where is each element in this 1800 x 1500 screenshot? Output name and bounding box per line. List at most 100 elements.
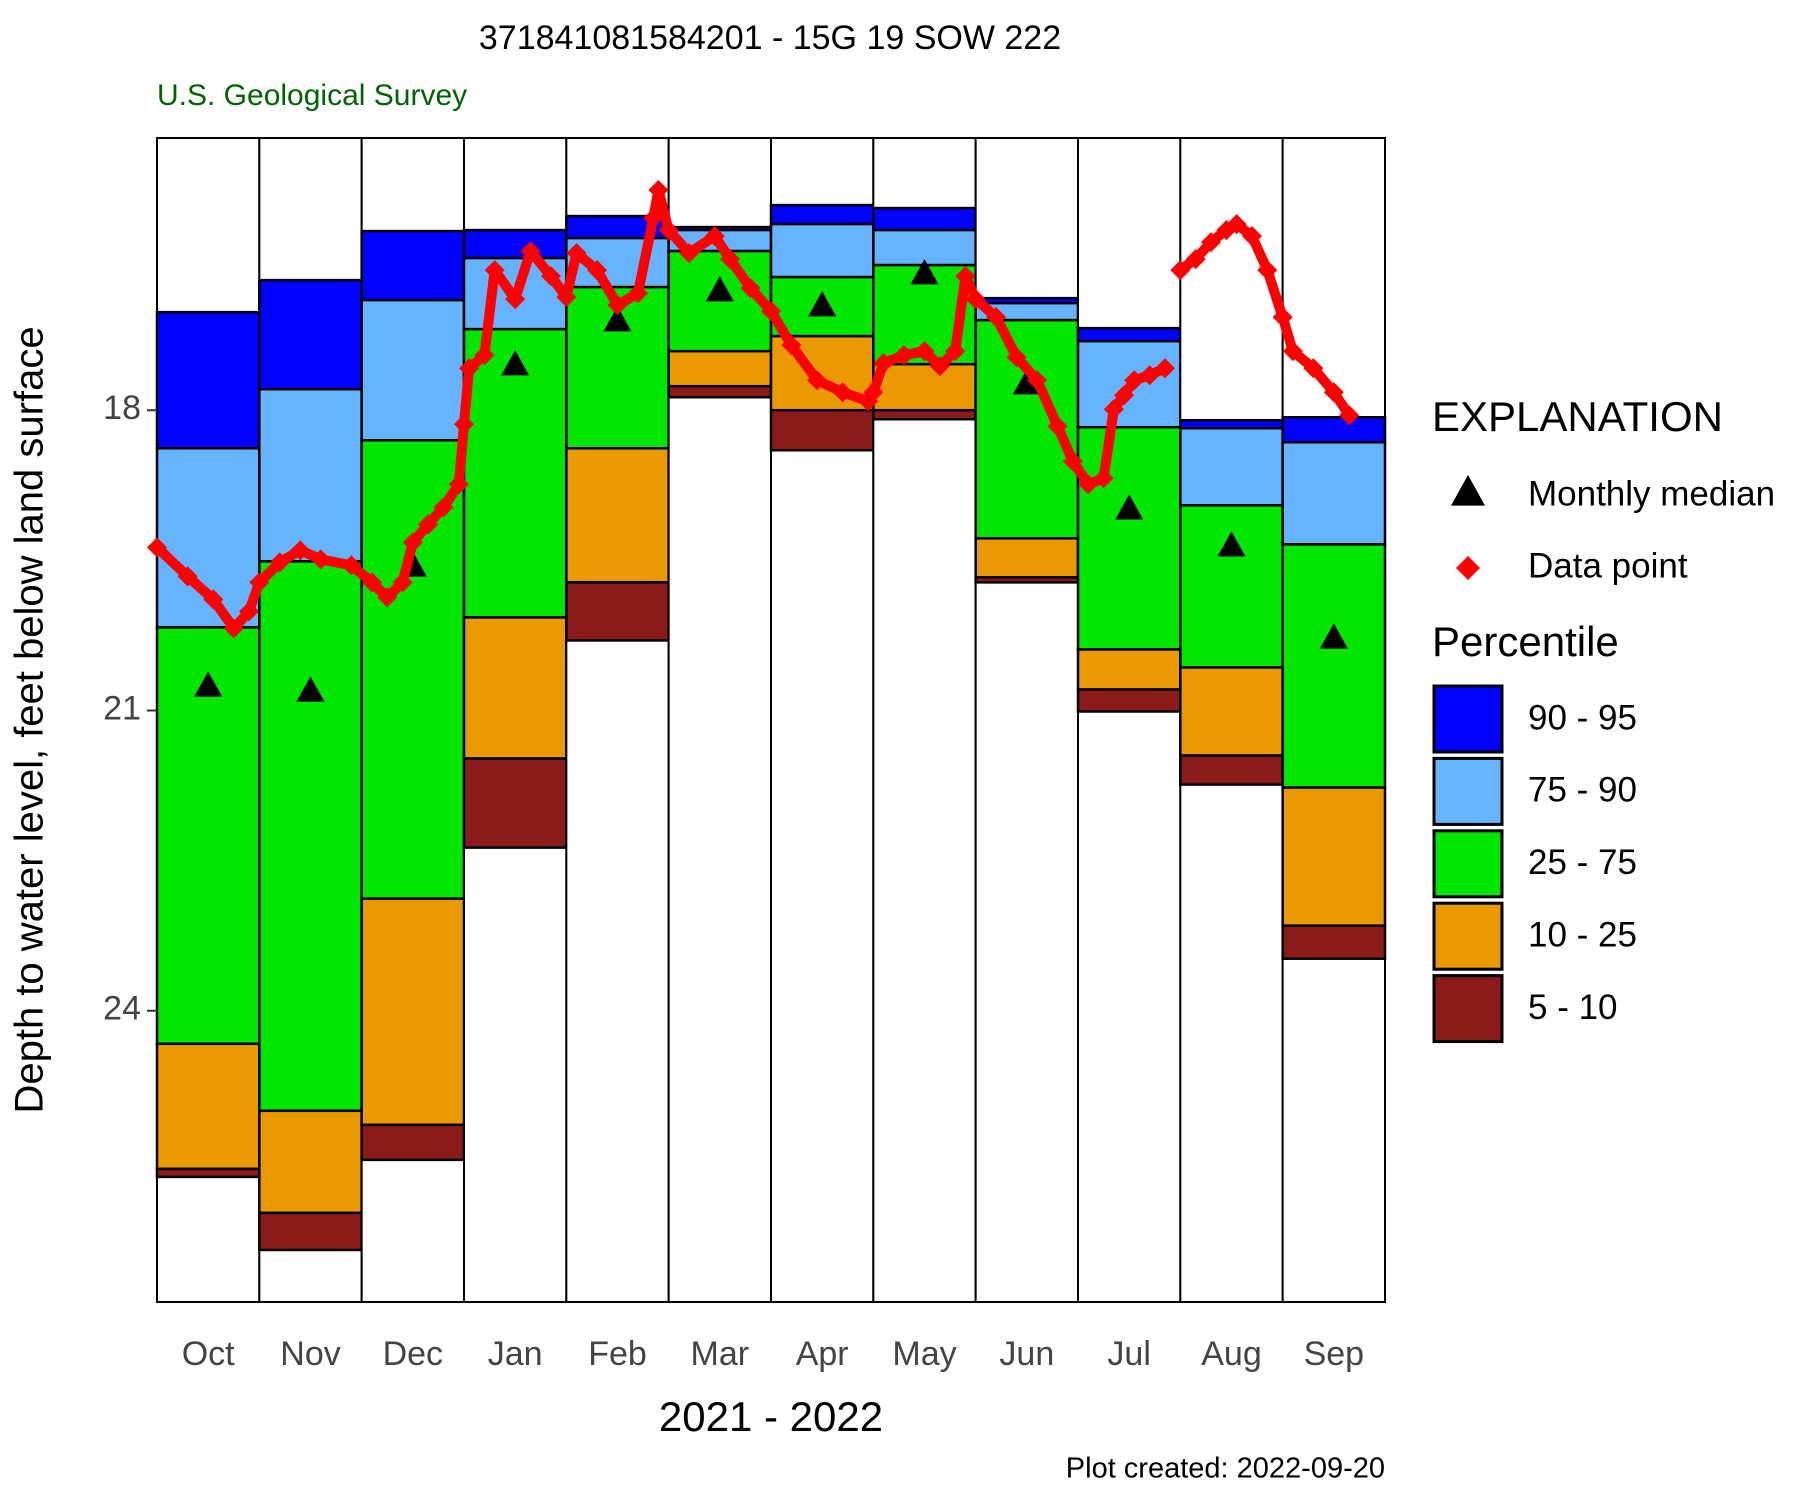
x-tick-label: Feb bbox=[588, 1335, 647, 1373]
percentile-band bbox=[462, 757, 568, 849]
percentile-band bbox=[155, 1042, 261, 1171]
data-point bbox=[894, 345, 915, 366]
data-point bbox=[1139, 365, 1160, 386]
data-point bbox=[341, 555, 362, 576]
legend-label: 90 - 95 bbox=[1528, 698, 1637, 737]
legend-title: EXPLANATION bbox=[1432, 393, 1723, 440]
legend-median-marker bbox=[1451, 475, 1485, 506]
percentile-band bbox=[462, 228, 568, 260]
x-tick-label: Jun bbox=[999, 1335, 1054, 1373]
data-point bbox=[945, 341, 966, 362]
data-point bbox=[1170, 260, 1191, 281]
x-tick-label: Sep bbox=[1304, 1335, 1365, 1373]
data-point bbox=[505, 289, 526, 310]
percentile-band bbox=[258, 560, 363, 1113]
data-point bbox=[402, 532, 423, 553]
percentile-band bbox=[258, 387, 363, 563]
median-marker bbox=[1012, 369, 1041, 395]
data-point bbox=[249, 572, 270, 593]
legend-swatch bbox=[1432, 901, 1504, 971]
percentile-band bbox=[155, 626, 261, 1046]
data-point bbox=[1303, 358, 1324, 379]
legend-point-marker bbox=[1456, 556, 1480, 580]
legend-swatch bbox=[1432, 684, 1504, 754]
percentile-band bbox=[462, 616, 568, 760]
data-point bbox=[863, 382, 884, 403]
x-tick-label: Aug bbox=[1201, 1335, 1262, 1373]
data-point bbox=[679, 243, 700, 264]
percentile-band bbox=[1281, 441, 1387, 546]
percentile-band bbox=[360, 1123, 466, 1162]
percentile-band bbox=[1076, 688, 1182, 713]
percentile-band bbox=[1179, 666, 1284, 757]
data-point bbox=[392, 572, 413, 593]
data-point bbox=[807, 370, 828, 391]
x-tick-label: Mar bbox=[691, 1335, 750, 1373]
percentile-band bbox=[1076, 425, 1182, 651]
percentile-band bbox=[1281, 415, 1387, 444]
data-point bbox=[448, 474, 469, 495]
y-tick-label: 24 bbox=[103, 990, 141, 1028]
data-point bbox=[955, 266, 976, 287]
legend-label: 10 - 25 bbox=[1528, 915, 1637, 954]
data-point bbox=[704, 226, 725, 247]
percentile-band bbox=[565, 581, 670, 642]
percentile-band bbox=[258, 278, 363, 391]
x-tick-label: Apr bbox=[796, 1335, 849, 1373]
percentile-band bbox=[1281, 543, 1387, 789]
legend-label: 5 - 10 bbox=[1528, 988, 1618, 1027]
data-point bbox=[520, 241, 541, 262]
legend-subtitle: Percentile bbox=[1432, 618, 1619, 665]
data-point bbox=[1241, 226, 1262, 247]
percentile-band bbox=[872, 408, 977, 421]
data-point bbox=[781, 335, 802, 356]
legend-swatch bbox=[1432, 756, 1504, 826]
chart-subtitle: U.S. Geological Survey bbox=[157, 79, 467, 112]
percentile-band bbox=[974, 576, 1080, 584]
percentile-band bbox=[360, 897, 466, 1127]
percentile-band bbox=[258, 1211, 363, 1252]
data-point bbox=[832, 382, 853, 403]
x-axis-label: 2021 - 2022 bbox=[659, 1393, 883, 1440]
percentile-band bbox=[1076, 648, 1182, 691]
percentile-band bbox=[974, 537, 1080, 579]
data-point bbox=[1185, 249, 1206, 270]
y-tick-label: 21 bbox=[103, 689, 141, 727]
median-marker bbox=[1217, 531, 1246, 557]
data-point bbox=[1323, 382, 1344, 403]
data-point bbox=[177, 566, 198, 587]
percentile-band bbox=[872, 362, 977, 412]
data-point bbox=[223, 618, 244, 639]
data-point bbox=[203, 589, 224, 610]
footnote: Plot created: 2022-09-20 bbox=[1066, 1453, 1385, 1485]
data-point bbox=[540, 266, 561, 287]
legend-label: Data point bbox=[1528, 546, 1688, 585]
data-point bbox=[1124, 370, 1145, 391]
month-column bbox=[1077, 137, 1182, 1303]
x-tick-label: May bbox=[892, 1335, 956, 1373]
data-point bbox=[377, 587, 398, 608]
data-point bbox=[720, 249, 741, 270]
legend-swatch bbox=[1432, 829, 1504, 899]
data-point bbox=[1047, 416, 1068, 437]
data-point bbox=[587, 260, 608, 281]
median-marker bbox=[1319, 623, 1348, 649]
percentile-band bbox=[1179, 504, 1284, 669]
x-tick-label: Jul bbox=[1107, 1335, 1150, 1373]
percentile-band bbox=[360, 439, 466, 900]
legend-label: 75 - 90 bbox=[1528, 771, 1637, 810]
percentile-band bbox=[1281, 924, 1387, 960]
data-point bbox=[643, 208, 664, 229]
data-point bbox=[433, 497, 454, 518]
percentile-band bbox=[1179, 754, 1284, 786]
data-point bbox=[648, 180, 669, 201]
percentile-band bbox=[1281, 786, 1387, 927]
percentile-band bbox=[155, 310, 261, 450]
data-point bbox=[1257, 260, 1278, 281]
data-point bbox=[484, 260, 505, 281]
x-tick-label: Jan bbox=[488, 1335, 543, 1373]
data-point bbox=[658, 220, 679, 241]
percentile-band bbox=[769, 203, 875, 226]
